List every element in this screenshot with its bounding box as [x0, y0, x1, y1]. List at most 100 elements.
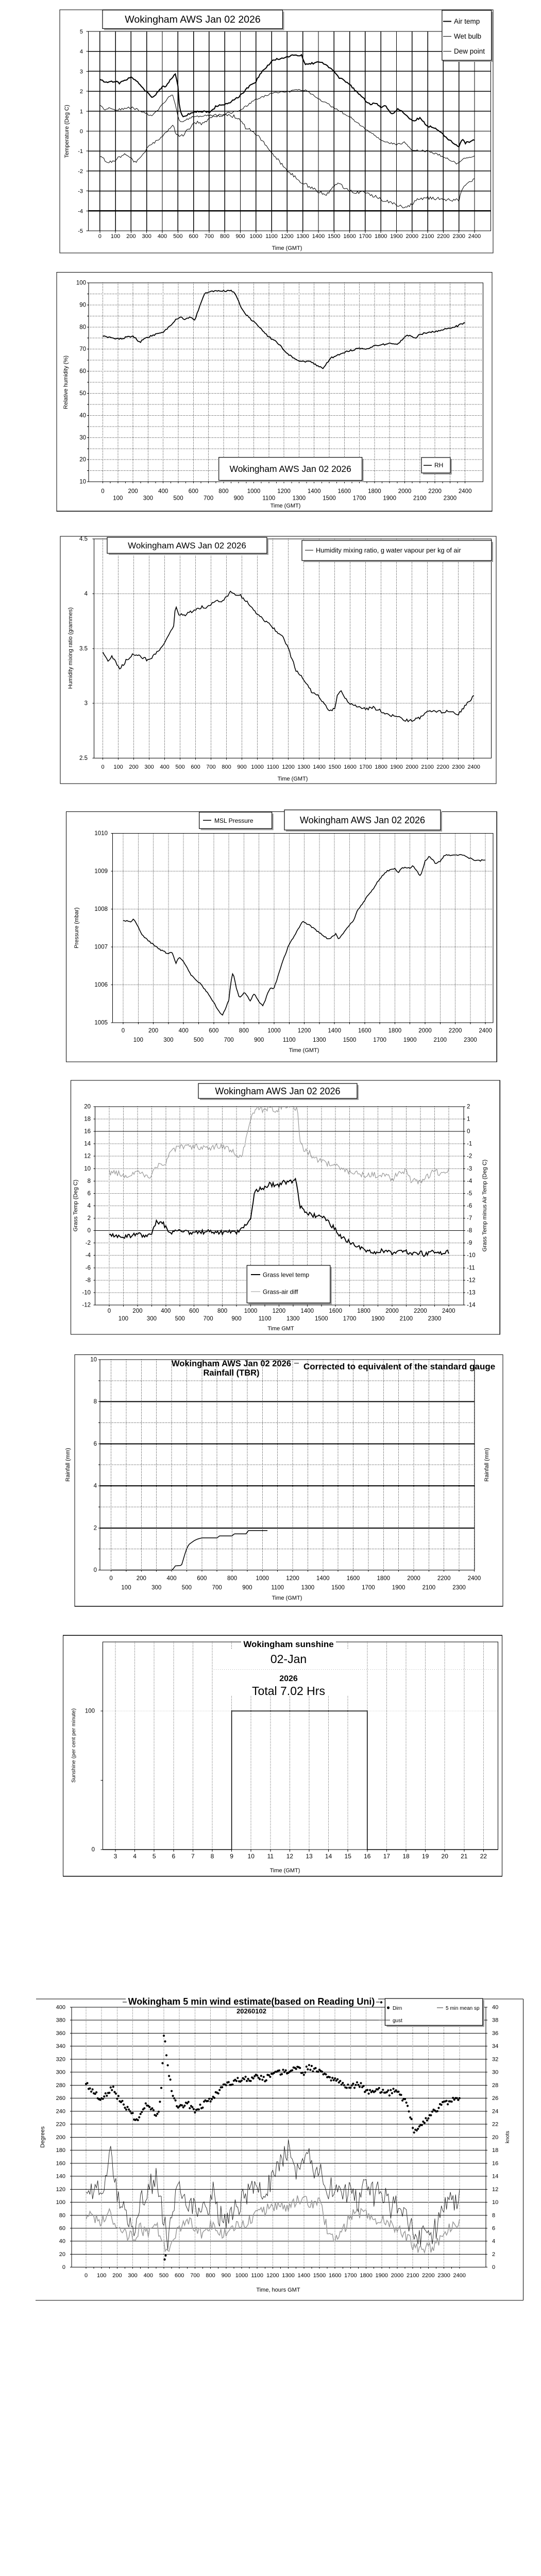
- svg-text:1300: 1300: [286, 1316, 300, 1322]
- svg-text:4: 4: [80, 49, 83, 55]
- svg-text:2200: 2200: [437, 233, 449, 240]
- svg-text:380: 380: [56, 2018, 65, 2024]
- svg-text:60: 60: [59, 2226, 65, 2232]
- svg-text:700: 700: [212, 1585, 222, 1591]
- svg-text:-7: -7: [467, 1215, 472, 1222]
- svg-text:2200: 2200: [428, 488, 442, 495]
- svg-text:1700: 1700: [343, 1316, 357, 1322]
- svg-text:2400: 2400: [468, 233, 481, 240]
- svg-text:300: 300: [56, 2070, 65, 2076]
- svg-text:3: 3: [114, 1853, 117, 1860]
- svg-text:20: 20: [442, 1853, 449, 1860]
- svg-text:1400: 1400: [316, 1575, 330, 1582]
- svg-text:0: 0: [109, 1575, 112, 1582]
- svg-text:Time (GMT): Time (GMT): [270, 503, 301, 509]
- svg-text:1500: 1500: [323, 496, 336, 502]
- svg-text:12: 12: [84, 1154, 91, 1160]
- svg-text:300: 300: [163, 1037, 173, 1043]
- svg-text:Grass Temp minus Air Temp (Deg: Grass Temp minus Air Temp (Deg C): [482, 1160, 488, 1252]
- svg-text:16: 16: [364, 1853, 371, 1860]
- svg-text:-3: -3: [78, 189, 83, 195]
- svg-text:100: 100: [121, 1585, 131, 1591]
- svg-text:900: 900: [254, 1037, 264, 1043]
- svg-text:1400: 1400: [298, 2273, 310, 2279]
- svg-text:2300: 2300: [452, 764, 464, 770]
- svg-text:1200: 1200: [286, 1575, 299, 1582]
- svg-text:Dirn: Dirn: [393, 2006, 402, 2011]
- svg-text:1000: 1000: [256, 1575, 269, 1582]
- svg-text:900: 900: [237, 764, 246, 770]
- svg-text:2400: 2400: [479, 1028, 492, 1034]
- svg-text:0: 0: [102, 764, 105, 770]
- svg-text:200: 200: [137, 1575, 146, 1582]
- svg-text:Wokingham AWS Jan 02 2026: Wokingham AWS Jan 02 2026: [215, 1086, 340, 1096]
- svg-text:1300: 1300: [297, 764, 310, 770]
- svg-text:20260102: 20260102: [236, 2007, 266, 2015]
- svg-text:40: 40: [59, 2239, 65, 2245]
- svg-text:Wokingham AWS Jan 02 2026: Wokingham AWS Jan 02 2026: [172, 1359, 291, 1368]
- svg-text:1700: 1700: [353, 496, 366, 502]
- svg-text:RH: RH: [434, 462, 443, 469]
- svg-text:38: 38: [492, 2018, 498, 2024]
- svg-text:500: 500: [159, 2273, 168, 2279]
- svg-text:3.5: 3.5: [79, 646, 88, 652]
- svg-text:600: 600: [189, 233, 198, 240]
- svg-text:200: 200: [56, 2134, 65, 2141]
- svg-text:2200: 2200: [437, 1575, 451, 1582]
- svg-text:28: 28: [492, 2082, 498, 2089]
- svg-text:26: 26: [492, 2095, 498, 2102]
- svg-text:-6: -6: [86, 1265, 91, 1271]
- svg-text:Temperature (Deg C): Temperature (Deg C): [64, 105, 70, 158]
- svg-text:16: 16: [492, 2160, 498, 2166]
- svg-text:5: 5: [80, 29, 83, 35]
- svg-text:14: 14: [84, 1141, 91, 1147]
- svg-text:11: 11: [267, 1853, 274, 1860]
- svg-text:1008: 1008: [94, 906, 108, 912]
- svg-text:Humidity mixing ratio, g water: Humidity mixing ratio, g water vapour pe…: [316, 547, 461, 554]
- svg-text:14: 14: [325, 1853, 332, 1860]
- svg-text:120: 120: [56, 2187, 65, 2193]
- svg-text:1300: 1300: [293, 496, 306, 502]
- svg-text:100: 100: [133, 1037, 143, 1043]
- svg-text:1700: 1700: [344, 2273, 357, 2279]
- svg-text:22: 22: [492, 2122, 498, 2128]
- svg-text:Wokingham 5 min wind estimate(: Wokingham 5 min wind estimate(based on R…: [128, 1996, 375, 2007]
- svg-text:200: 200: [132, 1308, 142, 1314]
- svg-text:800: 800: [220, 233, 229, 240]
- svg-text:0: 0: [467, 1129, 470, 1135]
- svg-text:700: 700: [204, 496, 213, 502]
- svg-text:1200: 1200: [298, 1028, 311, 1034]
- svg-text:Grass Temp (Deg C): Grass Temp (Deg C): [73, 1180, 79, 1232]
- svg-text:1100: 1100: [267, 764, 279, 770]
- svg-text:4: 4: [84, 591, 88, 597]
- svg-text:0: 0: [108, 1308, 111, 1314]
- svg-text:500: 500: [173, 496, 183, 502]
- svg-text:Time (GMT): Time (GMT): [278, 776, 308, 782]
- svg-text:4.5: 4.5: [79, 536, 88, 543]
- svg-text:0: 0: [80, 129, 83, 135]
- svg-text:280: 280: [56, 2082, 65, 2089]
- svg-text:500: 500: [175, 764, 184, 770]
- svg-text:2000: 2000: [391, 2273, 403, 2279]
- svg-text:90: 90: [79, 302, 86, 308]
- svg-text:1100: 1100: [251, 2273, 263, 2279]
- svg-text:0: 0: [94, 1567, 97, 1573]
- svg-text:Wokingham AWS Jan 02 2026: Wokingham AWS Jan 02 2026: [125, 14, 260, 25]
- svg-text:300: 300: [143, 496, 153, 502]
- svg-text:-9: -9: [467, 1240, 472, 1246]
- svg-text:320: 320: [56, 2056, 65, 2062]
- svg-text:5 min mean sp: 5 min mean sp: [446, 2006, 480, 2011]
- svg-text:2000: 2000: [385, 1308, 399, 1314]
- svg-text:2100: 2100: [413, 496, 427, 502]
- svg-text:gust: gust: [393, 2018, 402, 2024]
- svg-text:600: 600: [175, 2273, 184, 2279]
- svg-text:Time (GMT): Time (GMT): [270, 1868, 300, 1874]
- svg-text:800: 800: [206, 2273, 215, 2279]
- svg-text:900: 900: [222, 2273, 231, 2279]
- svg-text:1200: 1200: [277, 488, 291, 495]
- svg-text:8: 8: [211, 1853, 214, 1860]
- svg-text:3: 3: [80, 69, 83, 75]
- svg-text:6: 6: [492, 2226, 495, 2232]
- svg-text:100: 100: [113, 764, 123, 770]
- svg-text:340: 340: [56, 2043, 65, 2049]
